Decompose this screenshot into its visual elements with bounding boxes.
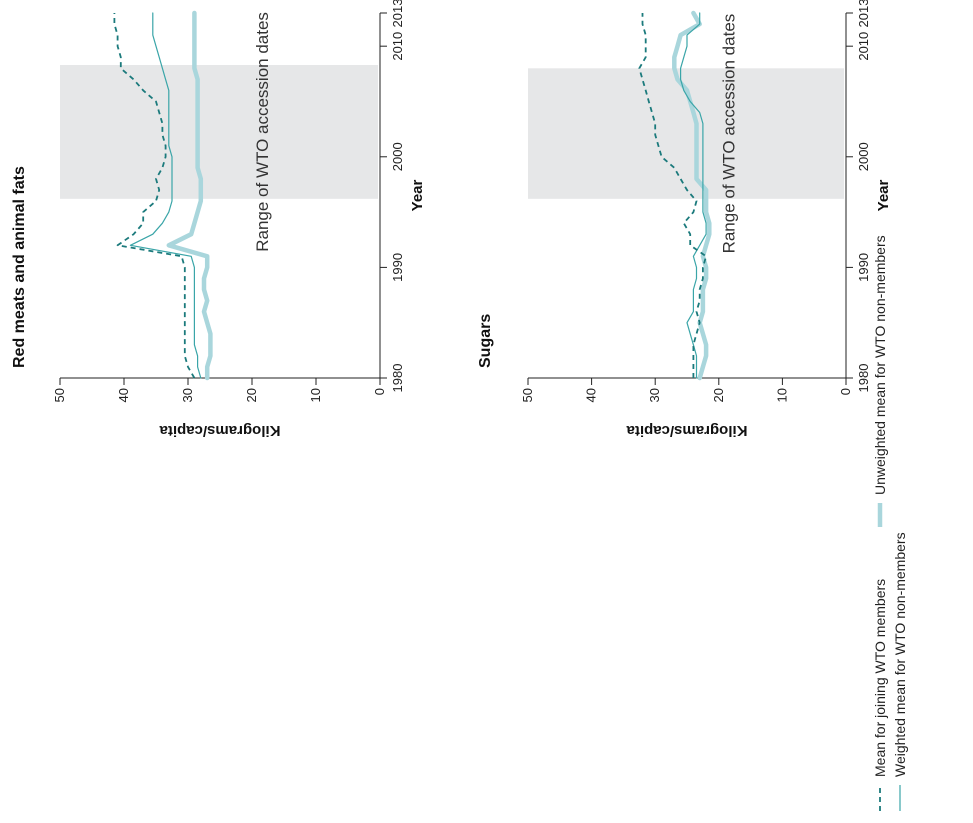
accession-range-band	[60, 64, 378, 199]
y-tick-label: 50	[520, 388, 535, 402]
y-tick-label: 20	[711, 388, 726, 402]
x-axis-title: Year	[875, 179, 892, 211]
x-tick-label: 2010	[856, 32, 871, 61]
y-tick-label: 10	[308, 388, 323, 402]
series-line-joining	[638, 13, 707, 378]
y-tick-label: 0	[838, 388, 853, 395]
legend-label-joining: Mean for joining WTO members	[872, 579, 888, 777]
y-tick-label: 50	[52, 388, 67, 402]
panel-title: Sugars	[477, 314, 494, 368]
y-tick-label: 40	[116, 388, 131, 402]
legend-label-weighted: Weighted mean for WTO non-members	[892, 532, 908, 777]
series-line-weighted	[129, 12, 202, 379]
x-tick-label: 1990	[390, 253, 405, 282]
series-line-unweighted	[166, 10, 213, 381]
x-tick-label: 2013	[390, 0, 405, 27]
x-tick-label: 1990	[856, 253, 871, 282]
series-line-weighted	[679, 12, 707, 379]
y-axis-title: Kilograms/capita	[159, 422, 281, 439]
panel-title: Red meats and animal fats	[11, 166, 28, 368]
x-tick-label: 2000	[390, 142, 405, 171]
x-tick-label: 2013	[856, 0, 871, 27]
y-tick-label: 10	[774, 388, 789, 402]
series-line-joining	[113, 13, 196, 379]
series-line-unweighted	[672, 10, 712, 381]
y-axis-title: Kilograms/capita	[626, 422, 748, 439]
x-axis-title: Year	[409, 179, 426, 211]
y-tick-label: 0	[372, 388, 387, 395]
accession-range-band	[528, 68, 844, 199]
x-tick-label: 1980	[856, 364, 871, 393]
legend-label-unweighted: Unweighted mean for WTO non-members	[872, 235, 888, 495]
x-tick-label: 2010	[390, 32, 405, 61]
y-tick-label: 40	[584, 388, 599, 402]
y-tick-label: 30	[180, 388, 195, 402]
y-tick-label: 20	[244, 388, 259, 402]
x-tick-label: 2000	[856, 142, 871, 171]
accession-range-label: Range of WTO accession dates	[720, 14, 739, 254]
accession-range-label: Range of WTO accession dates	[253, 12, 272, 252]
x-tick-label: 1980	[390, 364, 405, 393]
y-tick-label: 30	[647, 388, 662, 402]
